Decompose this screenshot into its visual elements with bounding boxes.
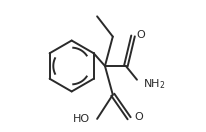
Text: O: O	[136, 30, 145, 40]
Text: O: O	[134, 112, 143, 122]
Text: NH$_2$: NH$_2$	[143, 77, 165, 91]
Text: HO: HO	[73, 114, 90, 124]
